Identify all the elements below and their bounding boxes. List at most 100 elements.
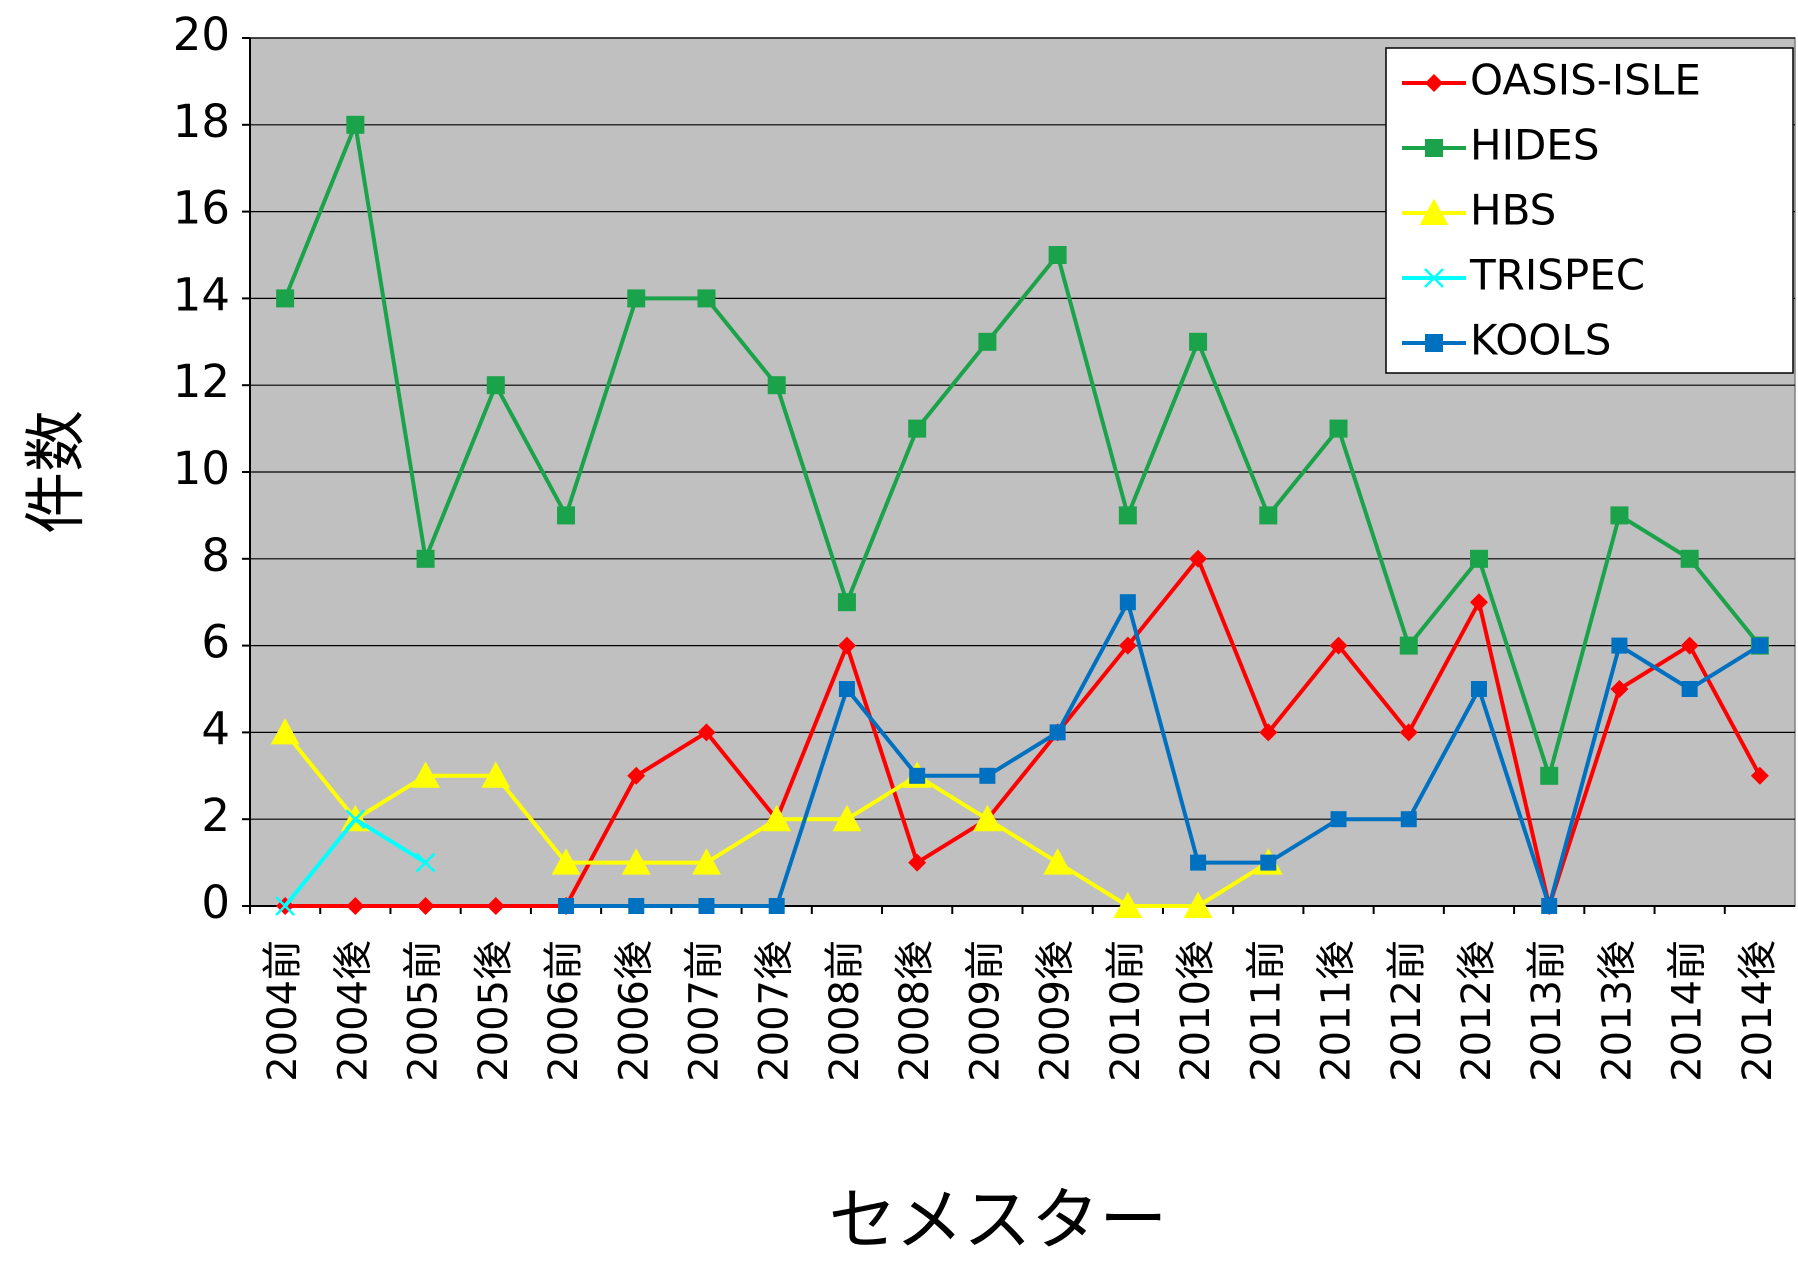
data-point — [1680, 549, 1699, 568]
y-tick-label: 0 — [201, 876, 230, 929]
legend-label: KOOLS — [1470, 316, 1611, 365]
data-point — [1610, 680, 1629, 698]
legend-marker — [1425, 139, 1443, 157]
data-point — [1119, 594, 1136, 611]
x-tick-label: 2012前 — [1384, 940, 1430, 1082]
data-point — [1118, 636, 1137, 655]
data-point — [1048, 246, 1067, 264]
data-point — [551, 848, 581, 875]
data-point — [1540, 766, 1559, 785]
y-tick-label: 2 — [201, 789, 230, 842]
data-point — [1330, 811, 1347, 828]
data-point — [627, 289, 646, 308]
data-point — [908, 419, 927, 438]
data-point — [1183, 891, 1213, 918]
y-tick-label: 6 — [201, 616, 230, 669]
x-tick-label: 2005前 — [401, 940, 447, 1082]
data-point — [1189, 332, 1208, 351]
data-point — [1113, 891, 1143, 918]
y-tick-label: 4 — [201, 702, 230, 755]
x-tick-label: 2008前 — [822, 940, 868, 1082]
x-tick-label: 2013後 — [1594, 940, 1640, 1082]
legend-box — [1385, 47, 1794, 374]
data-point — [1469, 549, 1488, 568]
x-tick-label: 2011前 — [1243, 940, 1289, 1082]
data-point — [762, 804, 792, 832]
x-tick-label: 2014後 — [1735, 940, 1781, 1082]
marker-x — [1424, 268, 1444, 288]
x-tick-label: 2008後 — [892, 940, 938, 1082]
data-point — [1469, 593, 1488, 612]
data-point — [486, 897, 505, 915]
x-tick-label: 2004前 — [260, 940, 306, 1082]
x-tick-label: 2012後 — [1454, 940, 1500, 1082]
y-axis-label: 件数 — [19, 410, 92, 534]
data-point — [1610, 506, 1629, 525]
y-tick-label: 10 — [173, 442, 230, 495]
data-point — [1259, 723, 1278, 742]
data-point — [908, 853, 927, 872]
data-point — [1399, 636, 1418, 655]
data-point — [697, 723, 716, 742]
data-point — [978, 332, 997, 351]
data-point — [838, 681, 855, 697]
data-point — [411, 761, 440, 788]
x-tick-label: 2006前 — [541, 940, 587, 1082]
data-point — [909, 767, 926, 784]
x-tick-label: 2011後 — [1314, 940, 1360, 1082]
data-point — [275, 896, 295, 916]
data-point — [558, 898, 575, 914]
data-point — [768, 898, 785, 914]
series-line — [283, 122, 1762, 778]
legend-label: TRISPEC — [1469, 251, 1645, 300]
data-point — [1189, 549, 1208, 568]
data-point — [698, 898, 715, 914]
data-point — [345, 809, 366, 830]
y-tick-label: 20 — [173, 8, 230, 61]
x-tick-label: 2004後 — [330, 940, 376, 1082]
data-point — [415, 852, 436, 873]
data-point — [697, 289, 716, 308]
legend-label: OASIS-ISLE — [1470, 56, 1701, 105]
x-tick-label: 2013前 — [1524, 940, 1570, 1082]
data-point — [972, 804, 1002, 832]
data-point — [346, 897, 365, 915]
x-tick-label: 2005後 — [471, 940, 517, 1082]
marker-x — [345, 809, 366, 830]
data-point — [837, 636, 856, 655]
data-point — [270, 718, 300, 745]
data-point — [481, 761, 511, 788]
x-tick-label: 2007前 — [681, 940, 727, 1082]
data-point — [1259, 506, 1278, 525]
data-point — [1190, 854, 1207, 871]
y-tick-label: 12 — [173, 355, 230, 408]
x-tick-label: 2007後 — [752, 940, 798, 1082]
y-tick-label: 8 — [201, 529, 230, 582]
marker-x — [275, 896, 295, 916]
data-point — [276, 289, 295, 308]
data-point — [1751, 637, 1768, 654]
data-point — [1611, 637, 1628, 654]
data-point — [1681, 681, 1698, 697]
data-point — [1043, 848, 1073, 875]
data-point — [837, 593, 856, 612]
data-point — [1329, 419, 1348, 438]
legend-marker — [1424, 268, 1444, 288]
data-point — [979, 767, 996, 784]
data-point — [627, 766, 646, 785]
data-point — [486, 376, 505, 395]
data-point — [767, 376, 786, 395]
data-point — [692, 848, 721, 875]
x-tick-label: 2010後 — [1173, 940, 1219, 1082]
marker-x — [415, 852, 436, 873]
x-tick-label: 2010前 — [1103, 940, 1149, 1082]
data-point — [832, 804, 862, 832]
data-point — [416, 549, 435, 568]
data-point — [1680, 636, 1699, 655]
series-line — [285, 556, 1762, 908]
y-tick-label: 18 — [173, 95, 230, 148]
series-line — [566, 600, 1761, 908]
data-point — [1541, 898, 1558, 914]
x-tick-label: 2014前 — [1665, 940, 1711, 1082]
